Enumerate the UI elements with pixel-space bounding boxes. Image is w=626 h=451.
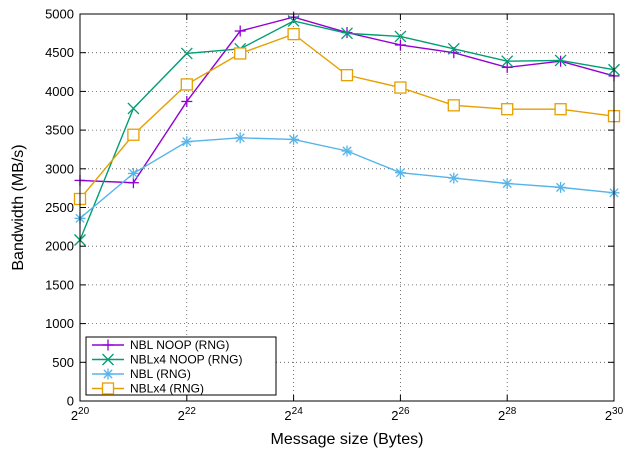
x-tick-base: 2 [178, 408, 185, 423]
data-point-square [234, 47, 247, 60]
axes: 0 500 1000 1500 2000 2500 3000 3500 4000 4500 5000… [10, 7, 624, 449]
data-point-square [554, 103, 567, 116]
x-tick-base: 2 [391, 408, 398, 423]
data-point-star [555, 181, 567, 193]
y-tick-label: 2500 [45, 200, 74, 215]
data-point-star [102, 368, 114, 380]
data-point-plus [127, 177, 139, 189]
y-tick-label: 500 [52, 355, 74, 370]
data-point-star [288, 133, 300, 145]
legend-entry: NBL (RNG) [92, 367, 191, 381]
data-point-square [101, 382, 115, 395]
legend-label: NBL (RNG) [130, 367, 191, 381]
x-tick-exponent: 26 [398, 406, 410, 417]
data-point-plus [181, 95, 193, 107]
y-tick-label: 4000 [45, 84, 74, 99]
legend-label: NBLx4 NOOP (RNG) [130, 353, 242, 367]
x-tick-base: 2 [498, 408, 505, 423]
x-axis-label: Message size (Bytes) [271, 431, 424, 448]
legend: NBL NOOP (RNG)NBLx4 NOOP (RNG)NBL (RNG)N… [85, 336, 277, 396]
x-tick-exponent: 24 [292, 406, 304, 417]
data-point-star [394, 167, 406, 179]
data-point-star [448, 172, 460, 184]
x-tick-label: 224 [284, 406, 303, 423]
y-tick-label: 1500 [45, 277, 74, 292]
series-2 [74, 132, 620, 224]
x-tick-exponent: 20 [78, 406, 90, 417]
data-point-star [501, 178, 513, 190]
data-point-square [180, 78, 193, 91]
y-tick-label: 4500 [45, 45, 74, 60]
data-point-x [447, 42, 460, 55]
legend-label: NBLx4 (RNG) [130, 382, 204, 396]
x-tick-label: 220 [71, 406, 90, 423]
data-point-x [102, 353, 114, 366]
data-point-star [234, 132, 246, 144]
plot-frame [79, 13, 615, 402]
data-point-plus [102, 339, 114, 351]
legend-box [85, 336, 277, 396]
y-tick-label: 5000 [45, 7, 74, 22]
data-point-x [127, 102, 140, 115]
data-point-square [127, 128, 140, 141]
y-axis-label: Bandwidth (MB/s) [10, 144, 27, 270]
series-3 [73, 27, 621, 206]
x-tick-base: 2 [605, 408, 612, 423]
data-point-star [181, 136, 193, 148]
x-tick-base: 2 [71, 408, 78, 423]
x-tick-label: 230 [605, 406, 624, 423]
data-point-x [394, 30, 407, 43]
series-layer [73, 11, 621, 246]
data-point-x [341, 27, 353, 40]
data-point-star [341, 145, 353, 157]
y-tick-label: 0 [67, 394, 74, 409]
data-point-x [180, 47, 193, 60]
data-point-star [127, 167, 139, 179]
data-point-plus [234, 25, 246, 37]
series-line [79, 33, 615, 200]
y-tick-label: 2000 [45, 239, 74, 254]
x-tick-base: 2 [284, 408, 291, 423]
data-point-square [287, 27, 300, 41]
data-point-square [394, 81, 407, 94]
y-tick-label: 1000 [45, 316, 74, 331]
x-tick-label: 228 [498, 406, 517, 423]
data-point-square [340, 68, 354, 82]
x-tick-label: 226 [391, 406, 410, 423]
series-0 [74, 11, 620, 189]
legend-entry: NBLx4 (RNG) [92, 382, 204, 396]
data-point-square [501, 103, 514, 116]
data-point-x [554, 54, 567, 67]
x-tick-label: 222 [178, 406, 197, 423]
y-tick-label: 3000 [45, 161, 74, 176]
x-tick-exponent: 22 [185, 406, 197, 417]
legend-entry: NBL NOOP (RNG) [92, 338, 229, 352]
data-point-x [501, 55, 514, 68]
y-tick-label: 3500 [45, 123, 74, 138]
legend-label: NBL NOOP (RNG) [130, 338, 229, 352]
legend-entry: NBLx4 NOOP (RNG) [92, 353, 242, 367]
data-point-plus [501, 61, 513, 73]
data-point-plus [394, 39, 406, 51]
data-point-square [447, 99, 460, 112]
data-point-x [287, 15, 300, 27]
x-tick-exponent: 28 [505, 406, 517, 417]
x-tick-exponent: 30 [612, 406, 624, 417]
